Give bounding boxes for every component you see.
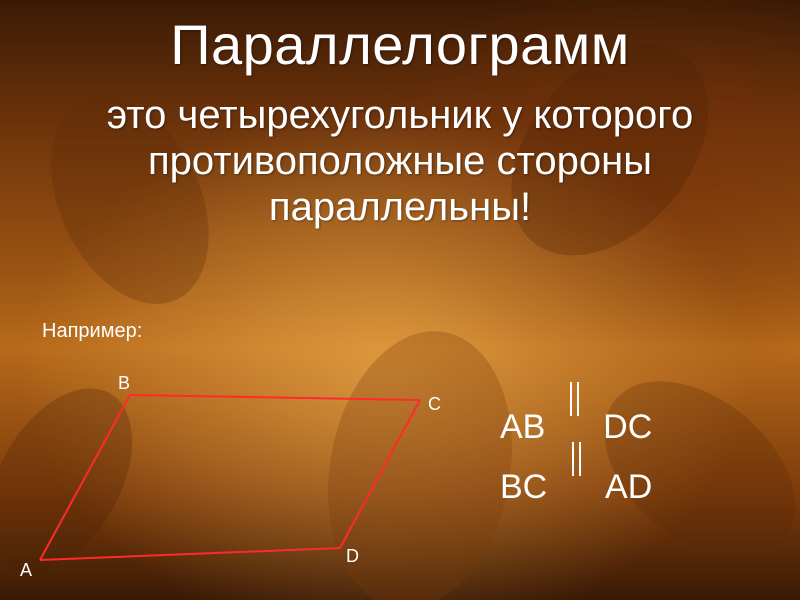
parallel-formula-2: BC AD — [500, 468, 652, 507]
parallelogram-diagram — [0, 0, 800, 600]
formula-left: AB — [500, 408, 545, 446]
vertex-label-d: D — [346, 546, 359, 567]
parallel-symbol-icon — [566, 468, 586, 507]
vertex-label-b: B — [118, 373, 130, 394]
vertex-label-a: A — [20, 560, 32, 581]
vertex-label-c: C — [428, 394, 441, 415]
formula-right: AD — [605, 468, 652, 506]
parallel-symbol-icon — [564, 408, 584, 447]
parallel-formula-1: AB DC — [500, 408, 652, 447]
formula-right: DC — [603, 408, 652, 446]
formula-left: BC — [500, 468, 547, 506]
